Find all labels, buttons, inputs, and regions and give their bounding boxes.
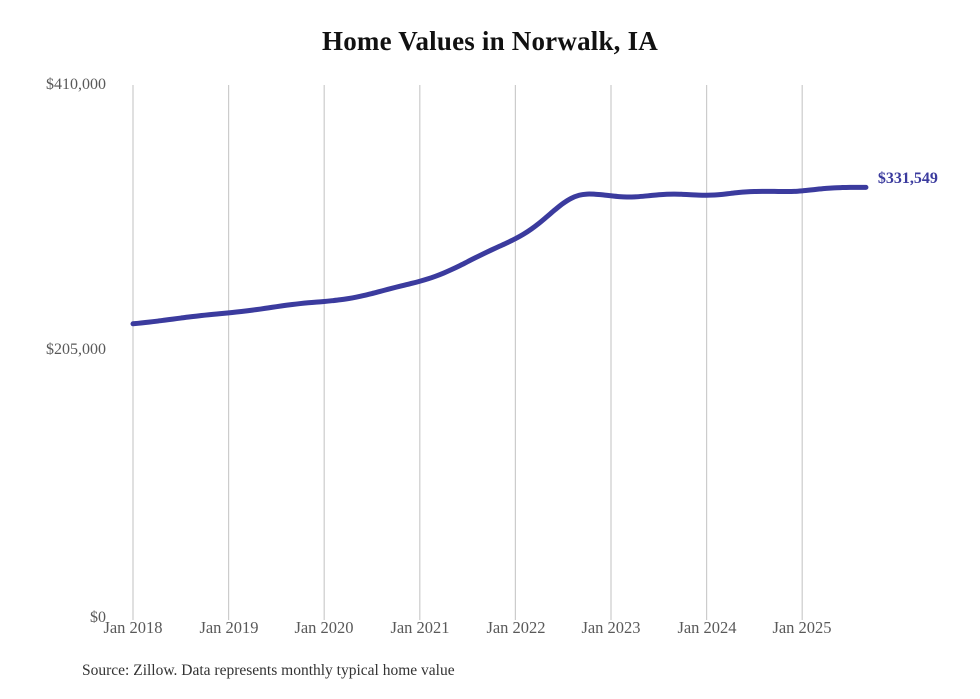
x-axis-tick-jan-2025: Jan 2025 bbox=[772, 618, 832, 637]
x-axis-tick-jan-2022: Jan 2022 bbox=[486, 618, 546, 637]
x-axis-tick-jan-2020: Jan 2020 bbox=[294, 618, 354, 637]
chart-title: Home Values in Norwalk, IA bbox=[322, 26, 658, 56]
end-value-annotation: $331,549 bbox=[877, 170, 938, 188]
series-line-typical-home-value bbox=[130, 184, 869, 327]
y-axis-tick-top: $410,000 bbox=[46, 76, 106, 93]
y-axis-tick-mid: $205,000 bbox=[46, 341, 106, 358]
x-axis-tick-jan-2018: Jan 2018 bbox=[103, 618, 163, 637]
y-axis-tick-bottom: $0 bbox=[90, 609, 106, 626]
gridlines-group bbox=[132, 85, 803, 620]
x-axis-tick-jan-2023: Jan 2023 bbox=[581, 618, 641, 637]
x-axis-tick-jan-2021: Jan 2021 bbox=[390, 618, 450, 637]
x-axis-tick-jan-2024: Jan 2024 bbox=[677, 618, 737, 637]
source-note: Source: Zillow. Data represents monthly … bbox=[82, 662, 455, 679]
x-axis-tick-jan-2019: Jan 2019 bbox=[199, 618, 259, 637]
